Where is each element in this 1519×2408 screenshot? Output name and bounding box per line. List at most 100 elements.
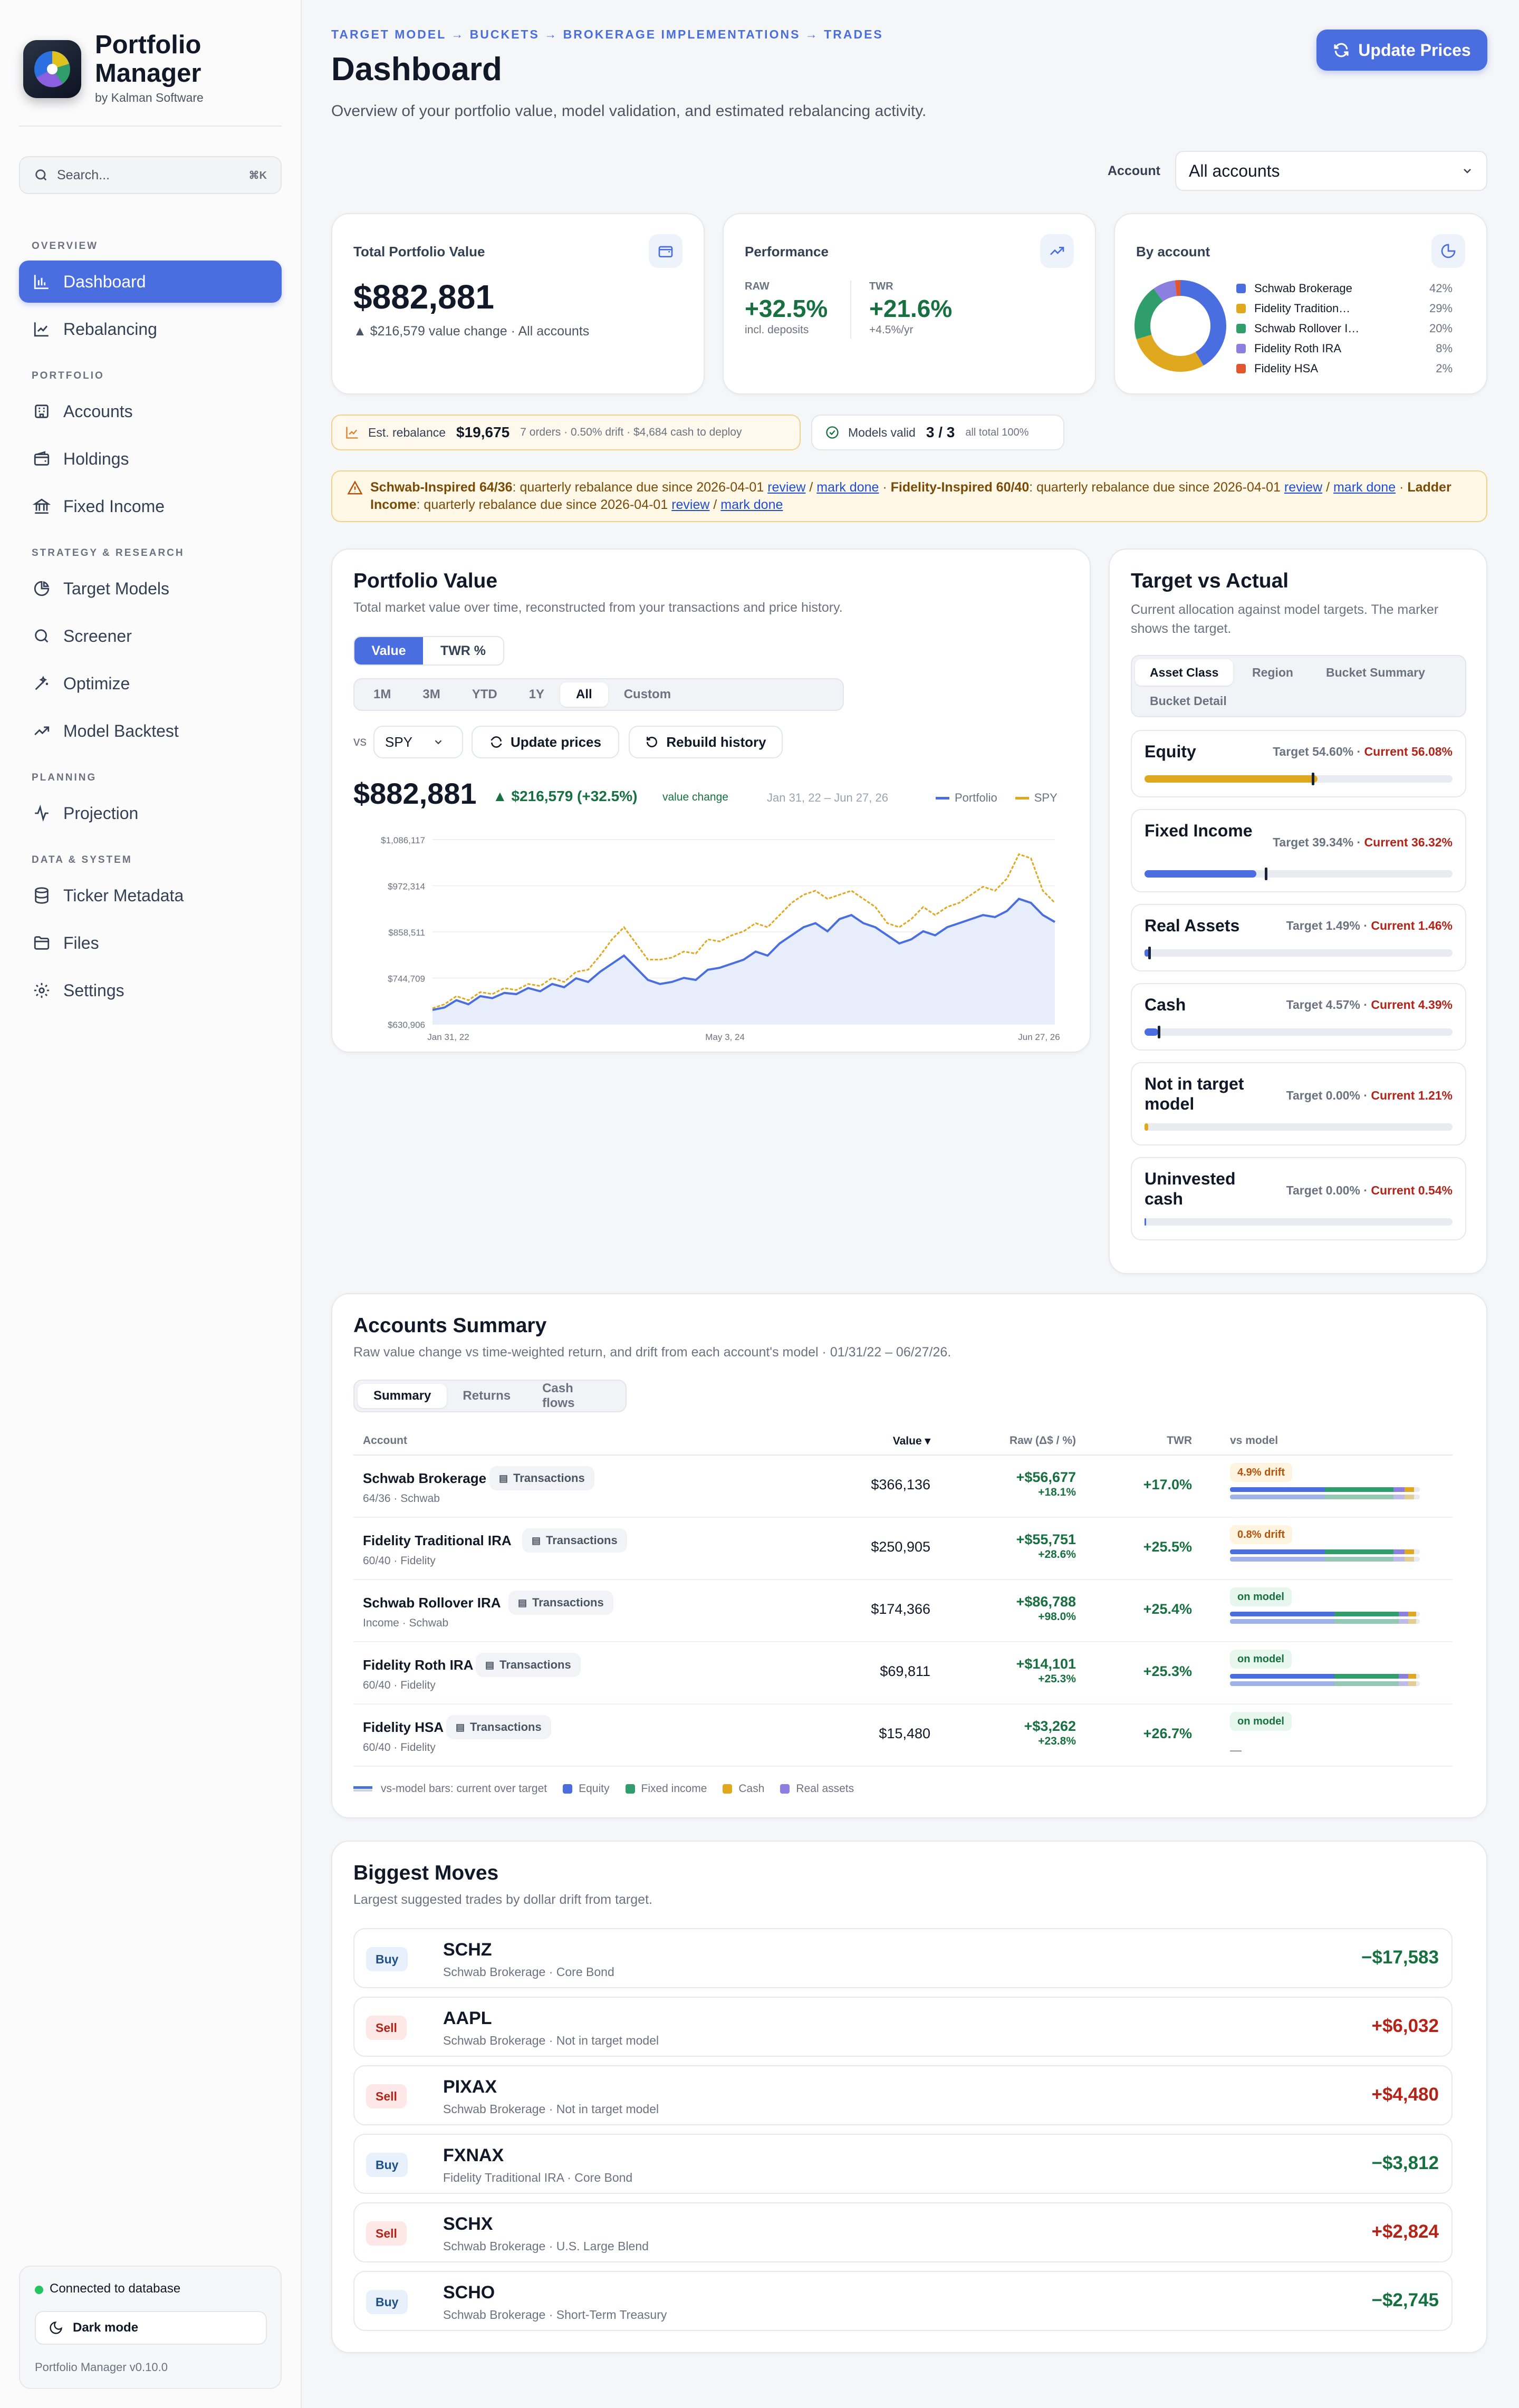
- legend-swatch: [1236, 304, 1246, 313]
- transactions-button[interactable]: ▤ Transactions: [522, 1528, 627, 1553]
- move-item[interactable]: Sell SCHX Schwab Brokerage · U.S. Large Bl…: [353, 2202, 1453, 2262]
- tab-region[interactable]: Region: [1252, 665, 1293, 679]
- nav-model-backtest[interactable]: Model Backtest: [19, 710, 282, 752]
- table-row[interactable]: Schwab Brokerage 64/36 · Schwab ▤ Transacti…: [353, 1456, 1453, 1518]
- nav-files[interactable]: Files: [19, 922, 282, 964]
- benchmark-select[interactable]: SPY: [373, 726, 463, 758]
- update-prices-small-label: Update prices: [511, 734, 601, 750]
- account-sub: 60/40 · Fidelity: [363, 1679, 436, 1691]
- allocation-item[interactable]: Equity Target 54.60% · Current 56.08%: [1131, 730, 1466, 797]
- account-twr: +26.7%: [1143, 1726, 1192, 1741]
- nav-settings[interactable]: Settings: [19, 969, 282, 1012]
- search-input[interactable]: Search...: [57, 167, 110, 182]
- review-link[interactable]: review: [671, 497, 710, 512]
- move-item[interactable]: Sell AAPL Schwab Brokerage · Not in target…: [353, 1997, 1453, 2057]
- search-box[interactable]: Search... ⌘K: [19, 156, 282, 194]
- col-vs-model[interactable]: vs model: [1230, 1434, 1278, 1447]
- donut-legend-pct: 20%: [1429, 322, 1453, 335]
- allocation-item[interactable]: Uninvested cash Target 0.00% · Current 0.…: [1131, 1157, 1466, 1240]
- y-tick-label: $630,906: [388, 1020, 425, 1030]
- range-ytd[interactable]: YTD: [472, 687, 497, 701]
- bar-segment: [1399, 1674, 1409, 1679]
- allocation-name: Not in target model: [1145, 1074, 1244, 1113]
- section-planning: PLANNING: [32, 772, 97, 783]
- app-version: Portfolio Manager v0.10.0: [35, 2361, 168, 2374]
- col-raw[interactable]: Raw (Δ$ / %): [1010, 1434, 1076, 1447]
- tab-asset-class[interactable]: Asset Class: [1135, 659, 1234, 686]
- nav-rebalancing[interactable]: Rebalancing: [19, 308, 282, 350]
- range-3m[interactable]: 3M: [422, 687, 440, 701]
- account-raw: +$56,677: [1016, 1469, 1076, 1485]
- receipt-icon: ▤: [456, 1721, 465, 1732]
- col-account[interactable]: Account: [363, 1434, 407, 1447]
- transactions-button[interactable]: ▤ Transactions: [476, 1653, 581, 1677]
- review-link[interactable]: review: [1284, 480, 1323, 495]
- transactions-button[interactable]: ▤ Transactions: [508, 1591, 613, 1615]
- models-valid-pill[interactable]: Models valid 3 / 3 all total 100%: [811, 415, 1064, 450]
- move-item[interactable]: Buy FXNAX Fidelity Traditional IRA · Core …: [353, 2134, 1453, 2194]
- table-row[interactable]: Fidelity Roth IRA 60/40 · Fidelity ▤ Transa…: [353, 1642, 1453, 1704]
- range-1y[interactable]: 1Y: [528, 687, 545, 701]
- nav-projection[interactable]: Projection: [19, 792, 282, 834]
- move-item[interactable]: Buy SCHZ Schwab Brokerage · Core Bond −$17,…: [353, 1928, 1453, 1988]
- col-value[interactable]: Value ▾: [892, 1435, 930, 1447]
- nav-dashboard[interactable]: Dashboard: [19, 261, 282, 303]
- allocation-item[interactable]: Not in target model Target 0.00% · Curren…: [1131, 1062, 1466, 1145]
- tab-cash-flows[interactable]: Cash flows: [542, 1381, 575, 1410]
- transactions-button[interactable]: ▤ Transactions: [489, 1466, 594, 1490]
- tab-bucket-detail[interactable]: Bucket Detail: [1150, 693, 1227, 708]
- rebuild-history-button[interactable]: Rebuild history: [629, 726, 783, 758]
- dark-mode-toggle[interactable]: Dark mode: [35, 2311, 267, 2345]
- range-custom[interactable]: Custom: [623, 687, 671, 701]
- nav-optimize[interactable]: Optimize: [19, 662, 282, 705]
- tab-summary[interactable]: Summary: [358, 1384, 447, 1408]
- trend-up-icon: [1040, 234, 1074, 268]
- nav-holdings[interactable]: Holdings: [19, 438, 282, 480]
- current-bar: [1230, 1549, 1420, 1554]
- range-1m[interactable]: 1M: [373, 687, 391, 701]
- nav-fixed-income[interactable]: Fixed Income: [19, 485, 282, 527]
- move-ticker: AAPL: [443, 2008, 492, 2028]
- allocation-item[interactable]: Cash Target 4.57% · Current 4.39%: [1131, 983, 1466, 1051]
- legend-real-assets: Real assets: [796, 1783, 854, 1795]
- check-circle-icon: [826, 426, 839, 439]
- tab-bucket-summary[interactable]: Bucket Summary: [1326, 665, 1425, 679]
- transactions-button[interactable]: ▤ Transactions: [446, 1715, 551, 1739]
- bar-segment: [1393, 1557, 1405, 1562]
- tab-twr[interactable]: TWR %: [440, 643, 486, 658]
- review-link[interactable]: review: [767, 480, 806, 495]
- nav-label: Projection: [63, 803, 139, 823]
- allocation-target: Target 4.57%: [1286, 998, 1360, 1012]
- nav-target-models[interactable]: Target Models: [19, 567, 282, 610]
- update-prices-button[interactable]: Update Prices: [1316, 30, 1487, 71]
- mark-done-link[interactable]: mark done: [720, 497, 783, 512]
- table-row[interactable]: Fidelity Traditional IRA 60/40 · Fidelity…: [353, 1518, 1453, 1580]
- donut-legend-item: Schwab Brokerage 42%: [1236, 278, 1468, 298]
- range-all[interactable]: All: [560, 682, 608, 707]
- vs-model-cell: on model: [1230, 1587, 1420, 1635]
- rebalance-value: $19,675: [456, 424, 510, 440]
- alert-sep: /: [709, 497, 721, 512]
- tab-returns[interactable]: Returns: [463, 1389, 511, 1403]
- rebalance-pill[interactable]: Est. rebalance $19,675 7 orders · 0.50% …: [331, 415, 801, 450]
- mark-done-link[interactable]: mark done: [816, 480, 879, 495]
- allocation-name: Real Assets: [1145, 916, 1240, 935]
- x-tick-label: Jun 27, 26: [1018, 1032, 1060, 1042]
- account-select[interactable]: All accounts: [1175, 151, 1487, 191]
- nav-label: Dashboard: [63, 272, 146, 291]
- move-item[interactable]: Sell PIXAX Schwab Brokerage · Not in targe…: [353, 2065, 1453, 2125]
- nav-accounts[interactable]: Accounts: [19, 390, 282, 432]
- table-row[interactable]: Fidelity HSA 60/40 · Fidelity ▤ Transaction…: [353, 1704, 1453, 1767]
- nav-screener[interactable]: Screener: [19, 615, 282, 657]
- legend-spy: SPY: [1034, 791, 1057, 804]
- account-sub: 64/36 · Schwab: [363, 1492, 440, 1505]
- allocation-item[interactable]: Real Assets Target 1.49% · Current 1.46%: [1131, 904, 1466, 971]
- tab-value[interactable]: Value: [354, 637, 423, 664]
- update-prices-small-button[interactable]: Update prices: [472, 726, 619, 758]
- nav-ticker-metadata[interactable]: Ticker Metadata: [19, 874, 282, 917]
- table-row[interactable]: Schwab Rollover IRA Income · Schwab ▤ Trans…: [353, 1580, 1453, 1642]
- move-item[interactable]: Buy SCHO Schwab Brokerage · Short-Term Tre…: [353, 2271, 1453, 2331]
- allocation-item[interactable]: Fixed Income Target 39.34% · Current 36.3…: [1131, 809, 1466, 892]
- col-twr[interactable]: TWR: [1167, 1434, 1192, 1447]
- mark-done-link[interactable]: mark done: [1333, 480, 1396, 495]
